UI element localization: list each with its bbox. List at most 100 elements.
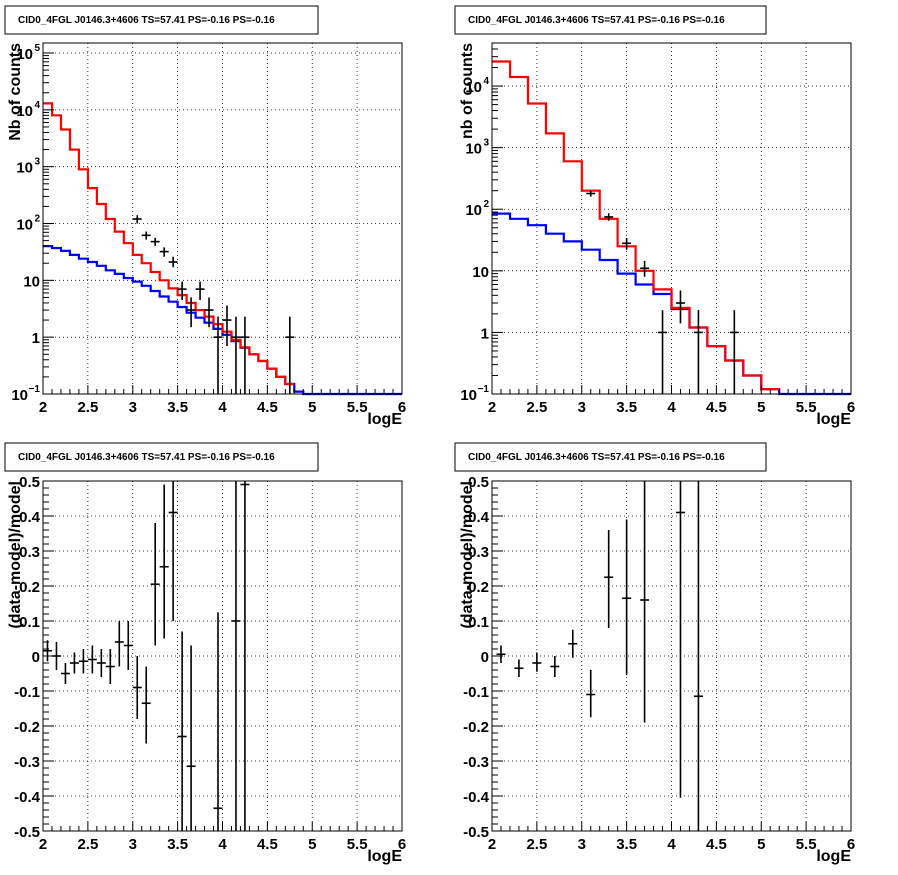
x-tick-label: 3.5 [616,836,637,853]
y-tick-label: -0.2 [14,719,40,736]
y-axis-label: (data-model)/model [459,481,476,629]
y-tick-label: 0.1 [468,614,489,631]
data-points [496,481,703,831]
x-tick-label: 2 [39,836,47,853]
y-tick-label: 0.4 [468,509,490,526]
x-tick-label: 3 [578,836,586,853]
grid-lines [492,43,851,394]
x-tick-label: 3 [129,399,137,416]
data-point [141,231,151,240]
data-point [132,215,142,224]
chart-panel-3: CID0_4FGL J0146.3+4606 TS=57.41 PS=-0.16… [4,442,406,865]
x-axis-label: logE [816,411,851,428]
chart-title: CID0_4FGL J0146.3+4606 TS=57.41 PS=-0.16… [468,15,725,26]
y-tick-label: 0.3 [468,544,489,561]
y-tick-exponent: −1 [29,384,41,395]
y-tick-label: -0.3 [14,754,40,771]
data-point [78,649,88,674]
chart-title: CID0_4FGL J0146.3+4606 TS=57.41 PS=-0.16… [18,452,275,463]
x-tick-label: 4 [667,399,676,416]
data-point [105,649,115,684]
x-tick-label: 5 [308,836,316,853]
grid-lines [43,43,402,394]
data-point [213,612,223,831]
x-tick-label: 3.5 [167,399,188,416]
data-point [177,631,187,831]
y-tick-exponent: −1 [478,384,490,395]
x-tick-label: 5 [757,836,765,853]
y-tick-label: 10 [465,202,482,219]
data-point [195,281,205,301]
chart-panel-1: CID0_4FGL J0146.3+4606 TS=57.41 PS=-0.16… [4,5,406,428]
y-axis-label: (data-model)/model [7,481,24,629]
data-point [640,481,650,723]
title-box [4,442,319,472]
x-tick-label: 5 [308,399,316,416]
y-tick-label: -0.1 [463,684,489,701]
y-axis-label: Nb of counts [7,43,24,141]
data-point [150,237,160,247]
data-points [132,215,295,394]
y-tick-label: 10 [16,217,33,234]
y-tick-label: 0.1 [19,614,40,631]
chart-title: CID0_4FGL J0146.3+4606 TS=57.41 PS=-0.16… [468,452,725,463]
x-tick-label: 2 [39,399,47,416]
y-axis: -0.5 -0.4 -0.3 -0.2 -0.1 0 0.1 0.2 0.3 0.4 0.5(dat… [459,474,503,841]
x-tick-label: 4.5 [706,399,727,416]
data-point [693,481,703,831]
data-point [496,645,506,663]
y-tick-exponent: 2 [483,199,489,210]
x-tick-label: 5.5 [796,836,817,853]
y-tick-label: 10 [11,387,28,404]
y-tick-label: -0.2 [463,719,489,736]
x-tick-label: 3 [129,836,137,853]
data-point [186,297,196,328]
chart-panel-4: CID0_4FGL J0146.3+4606 TS=57.41 PS=-0.16… [454,442,855,865]
x-tick-label: 3.5 [167,836,188,853]
data-point [43,640,52,662]
data-point [622,519,632,676]
y-tick-label: -0.4 [14,789,41,806]
chart-title: CID0_4FGL J0146.3+4606 TS=57.41 PS=-0.16… [18,15,275,26]
y-tick-label: 10 [472,264,489,281]
x-axis-label: logE [367,848,402,865]
x-tick-label: 4.5 [257,836,278,853]
data-point [168,481,178,621]
x-tick-label: 2 [488,836,496,853]
x-tick-label: 2.5 [526,836,547,853]
y-tick-label: -0.1 [14,684,40,701]
title-box [454,442,767,472]
x-tick-label: 4 [218,399,227,416]
y-tick-exponent: 3 [483,138,489,149]
series-line-2 [43,102,295,386]
data-point [568,629,578,658]
data-point [729,310,739,394]
y-tick-label: 1 [32,330,40,347]
y-tick-label: 10 [465,141,482,158]
x-tick-label: 6 [398,399,406,416]
data-point [240,316,250,394]
x-tick-label: 4 [218,836,227,853]
y-tick-label: 0.3 [19,544,40,561]
data-points [43,481,250,831]
y-axis: -0.5 -0.4 -0.3 -0.2 -0.1 0 0.1 0.2 0.3 0.4 0.5(dat… [7,474,54,841]
y-tick-exponent: 2 [34,214,40,225]
data-point [240,481,250,831]
y-tick-label: 0.2 [19,579,40,596]
y-tick-label: 10 [465,79,482,96]
x-tick-label: 5.5 [347,836,368,853]
data-points [586,190,739,394]
title-box [4,5,319,35]
data-point [693,310,703,394]
x-tick-label: 5.5 [347,399,368,416]
data-point [675,290,685,324]
x-tick-label: 3.5 [616,399,637,416]
data-point [87,645,97,674]
data-point [114,621,124,667]
data-point [168,256,178,268]
y-tick-exponent: 4 [34,100,40,111]
data-point [213,316,223,394]
